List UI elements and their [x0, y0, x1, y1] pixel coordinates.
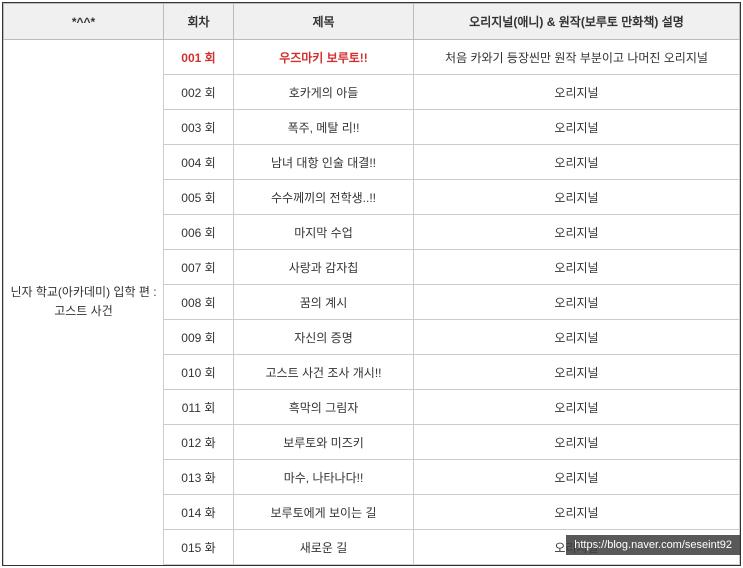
description-cell: 오리지널: [414, 390, 740, 425]
episode-cell: 013 화: [164, 460, 234, 495]
title-cell: 자신의 증명: [234, 320, 414, 355]
title-cell: 우즈마키 보루토!!: [234, 40, 414, 75]
watermark: https://blog.naver.com/seseint92: [566, 535, 740, 555]
episode-cell: 006 회: [164, 215, 234, 250]
episode-cell: 012 화: [164, 425, 234, 460]
header-title: 제목: [234, 4, 414, 40]
episode-cell: 002 회: [164, 75, 234, 110]
episode-cell: 007 회: [164, 250, 234, 285]
title-cell: 호카게의 아들: [234, 75, 414, 110]
episode-cell: 004 회: [164, 145, 234, 180]
title-cell: 고스트 사건 조사 개시!!: [234, 355, 414, 390]
title-cell: 폭주, 메탈 리!!: [234, 110, 414, 145]
episode-table-container: *^^* 회차 제목 오리지널(애니) & 원작(보루토 만화책) 설명 닌자 …: [2, 2, 741, 566]
table-body: 닌자 학교(아카데미) 입학 편 : 고스트 사건001 회우즈마키 보루토!!…: [4, 40, 740, 565]
episode-cell: 010 회: [164, 355, 234, 390]
description-cell: 처음 카와기 등장씬만 원작 부분이고 나머진 오리지널: [414, 40, 740, 75]
description-cell: 오리지널: [414, 285, 740, 320]
description-cell: 오리지널: [414, 425, 740, 460]
description-cell: 오리지널: [414, 145, 740, 180]
description-cell: 오리지널: [414, 75, 740, 110]
title-cell: 마지막 수업: [234, 215, 414, 250]
episode-table: *^^* 회차 제목 오리지널(애니) & 원작(보루토 만화책) 설명 닌자 …: [3, 3, 740, 565]
episode-cell: 011 회: [164, 390, 234, 425]
description-cell: 오리지널: [414, 215, 740, 250]
table-row: 닌자 학교(아카데미) 입학 편 : 고스트 사건001 회우즈마키 보루토!!…: [4, 40, 740, 75]
title-cell: 수수께끼의 전학생..!!: [234, 180, 414, 215]
episode-cell: 003 회: [164, 110, 234, 145]
description-cell: 오리지널: [414, 355, 740, 390]
description-cell: 오리지널: [414, 460, 740, 495]
episode-cell: 015 화: [164, 530, 234, 565]
description-cell: 오리지널: [414, 250, 740, 285]
title-cell: 남녀 대항 인술 대결!!: [234, 145, 414, 180]
title-cell: 흑막의 그림자: [234, 390, 414, 425]
title-cell: 보루토와 미즈키: [234, 425, 414, 460]
episode-cell: 001 회: [164, 40, 234, 75]
title-cell: 보루토에게 보이는 길: [234, 495, 414, 530]
description-cell: 오리지널: [414, 320, 740, 355]
episode-cell: 009 회: [164, 320, 234, 355]
header-arc: *^^*: [4, 4, 164, 40]
title-cell: 새로운 길: [234, 530, 414, 565]
header-description: 오리지널(애니) & 원작(보루토 만화책) 설명: [414, 4, 740, 40]
description-cell: 오리지널: [414, 495, 740, 530]
description-cell: 오리지널: [414, 110, 740, 145]
title-cell: 사랑과 감자칩: [234, 250, 414, 285]
header-row: *^^* 회차 제목 오리지널(애니) & 원작(보루토 만화책) 설명: [4, 4, 740, 40]
episode-cell: 005 회: [164, 180, 234, 215]
title-cell: 마수, 나타나다!!: [234, 460, 414, 495]
header-episode: 회차: [164, 4, 234, 40]
description-cell: 오리지널: [414, 180, 740, 215]
episode-cell: 008 회: [164, 285, 234, 320]
title-cell: 꿈의 계시: [234, 285, 414, 320]
episode-cell: 014 화: [164, 495, 234, 530]
arc-cell: 닌자 학교(아카데미) 입학 편 : 고스트 사건: [4, 40, 164, 565]
